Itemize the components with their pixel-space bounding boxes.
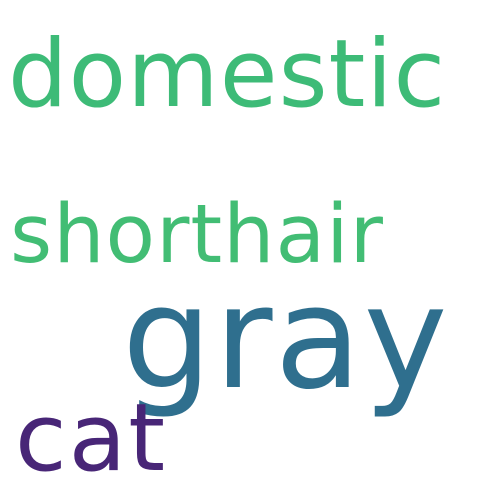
word-gray: gray bbox=[122, 256, 450, 421]
word-cat: cat bbox=[15, 384, 168, 493]
word-domestic: domestic bbox=[8, 20, 447, 129]
word-shorthair: shorthair bbox=[10, 188, 384, 282]
